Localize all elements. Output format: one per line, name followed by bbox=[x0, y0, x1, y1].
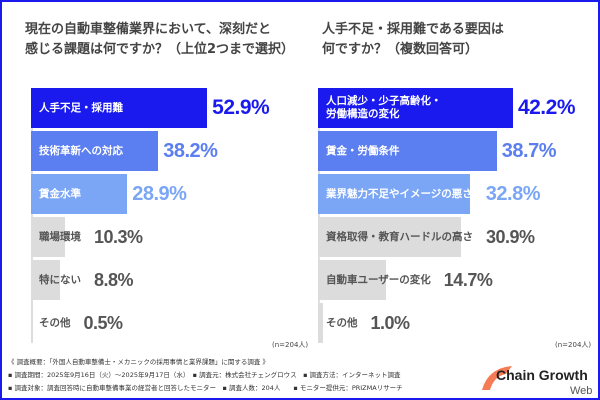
left-sample-size: (n=204人) bbox=[272, 341, 309, 349]
bar-row: 資格取得・教育ハードルの高さ bbox=[318, 217, 473, 257]
value-label: 30.9% bbox=[486, 226, 535, 247]
bar bbox=[31, 174, 128, 214]
bar-label: 職場環境 bbox=[39, 230, 81, 243]
bar bbox=[318, 174, 470, 214]
bar-label: 技術革新への対応 bbox=[39, 144, 123, 157]
value-label: 8.8% bbox=[94, 269, 134, 290]
bar-row: 職場環境 bbox=[31, 217, 81, 257]
bar-label: 人口減少・少子高齢化・ 労働構造の変化 bbox=[326, 95, 442, 120]
value-label: 0.5% bbox=[83, 312, 124, 333]
bar bbox=[318, 88, 513, 128]
footer-target: ▪ 調査対象：調査回答時に自動車整備事業の経営者と回答したモニター ▪ 調査人数… bbox=[8, 384, 403, 392]
bar bbox=[318, 217, 461, 257]
right-bar-chart: 人口減少・少子高齢化・ 労働構造の変化 42.2% 賃金・労働条件 38.7% 業界魅力… bbox=[318, 88, 588, 343]
value-label: 1.0% bbox=[370, 312, 411, 333]
bar bbox=[318, 260, 386, 300]
bar bbox=[31, 217, 66, 257]
logo-swoosh-icon: Chain Growth Web bbox=[482, 366, 592, 397]
bar-label: 特にない bbox=[39, 273, 81, 286]
value-label: 32.8% bbox=[485, 182, 541, 205]
value-label: 14.7% bbox=[443, 269, 493, 290]
right-chart-title: 人手不足・採用難である要因は 何ですか？（複数回答可） bbox=[322, 22, 504, 57]
bar bbox=[31, 88, 208, 128]
left-chart-title: 現在の自動車整備業界において、深刻だと 感じる課題は何ですか？（上位2つまで選択… bbox=[25, 22, 295, 57]
value-label: 38.7% bbox=[501, 139, 557, 162]
bar bbox=[318, 303, 323, 343]
value-label: 38.2% bbox=[163, 139, 218, 162]
bar-row: その他 bbox=[318, 303, 358, 343]
bar-row: 人手不足・採用難 bbox=[31, 88, 208, 128]
bar bbox=[31, 131, 159, 171]
svg-text:Chain Growth: Chain Growth bbox=[496, 367, 588, 383]
footer-summary: 《 調査概要：「外国人自動車整備士・メカニックの採用事情と業界課題」に関する調査… bbox=[8, 358, 269, 366]
bar bbox=[318, 131, 497, 171]
value-label: 42.2% bbox=[517, 96, 576, 119]
bar bbox=[31, 303, 33, 343]
bar-row: 人口減少・少子高齢化・ 労働構造の変化 bbox=[318, 88, 513, 128]
value-label: 28.9% bbox=[132, 182, 187, 205]
bar-row: 業界魅力不足やイメージの悪さ bbox=[318, 174, 473, 214]
left-bar-chart: 人手不足・採用難 52.9% 技術革新への対応 38.2% 賃金水準 28.9% 職場環境 1… bbox=[31, 88, 301, 343]
value-label: 52.9% bbox=[212, 96, 270, 119]
bar-label: 資格取得・教育ハードルの高さ bbox=[326, 230, 473, 243]
bar-row: 自動車ユーザーの変化 bbox=[318, 260, 431, 300]
chain-growth-logo: Chain Growth Web bbox=[478, 360, 593, 397]
axis-line bbox=[318, 88, 320, 343]
bar-label: その他 bbox=[326, 316, 358, 329]
value-label: 10.3% bbox=[94, 226, 143, 247]
bar-label: 人手不足・採用難 bbox=[39, 101, 123, 114]
bar-label: その他 bbox=[39, 316, 71, 329]
bar-row: 賃金水準 bbox=[31, 174, 128, 214]
bar-row: 技術革新への対応 bbox=[31, 131, 159, 171]
bar-label: 自動車ユーザーの変化 bbox=[326, 273, 431, 286]
footer-period: ▪ 調査期間：2025年9月16日（火）～2025年9月17日（水） ▪ 調査元… bbox=[8, 371, 401, 379]
svg-text:Web: Web bbox=[570, 385, 592, 396]
bar-label: 賃金・労働条件 bbox=[326, 144, 400, 157]
bar-label: 業界魅力不足やイメージの悪さ bbox=[326, 187, 473, 200]
bar-row: その他 bbox=[31, 303, 71, 343]
bar-label: 賃金水準 bbox=[39, 187, 81, 200]
right-sample-size: (n=204人) bbox=[555, 341, 592, 349]
bar bbox=[31, 260, 61, 300]
bar-row: 特にない bbox=[31, 260, 81, 300]
axis-line bbox=[31, 88, 33, 343]
bar-row: 賃金・労働条件 bbox=[318, 131, 497, 171]
